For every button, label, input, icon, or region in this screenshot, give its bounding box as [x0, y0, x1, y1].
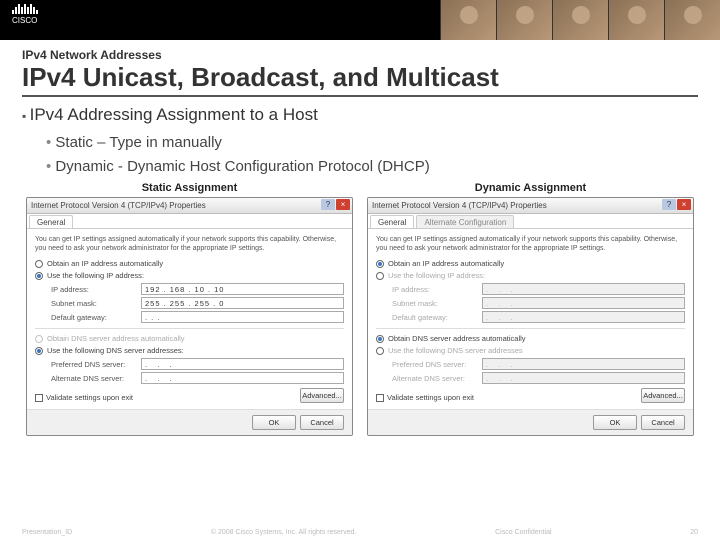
dynamic-column: Dynamic Assignment Internet Protocol Ver…: [367, 182, 694, 436]
adns-label: Alternate DNS server:: [51, 374, 141, 383]
radio-manual-ip[interactable]: [376, 272, 384, 280]
gw-input[interactable]: . . .: [141, 311, 344, 323]
radio-manual-dns-label: Use the following DNS server addresses:: [47, 346, 184, 355]
mask-input[interactable]: 255 . 255 . 255 . 0: [141, 297, 344, 309]
photo-strip: [440, 0, 720, 40]
validate-label: Validate settings upon exit: [387, 393, 474, 402]
footer-page: 20: [690, 529, 698, 536]
dialog-tabs: General Alternate Configuration: [368, 214, 693, 229]
validate-checkbox[interactable]: [376, 394, 384, 402]
dynamic-dialog: Internet Protocol Version 4 (TCP/IPv4) P…: [367, 197, 694, 436]
cancel-button[interactable]: Cancel: [641, 415, 685, 430]
mask-label: Subnet mask:: [392, 299, 482, 308]
pdns-label: Preferred DNS server:: [51, 360, 141, 369]
gw-label: Default gateway:: [392, 313, 482, 322]
advanced-button[interactable]: Advanced...: [641, 388, 685, 403]
slide-subtitle: IPv4 Addressing Assignment to a Host: [22, 105, 698, 125]
tab-general[interactable]: General: [370, 215, 414, 228]
radio-manual-ip[interactable]: [35, 272, 43, 280]
dialog-titlebar: Internet Protocol Version 4 (TCP/IPv4) P…: [368, 198, 693, 214]
cancel-button[interactable]: Cancel: [300, 415, 344, 430]
static-dialog: Internet Protocol Version 4 (TCP/IPv4) P…: [26, 197, 353, 436]
radio-auto-label: Obtain an IP address automatically: [388, 259, 504, 268]
tab-alternate[interactable]: Alternate Configuration: [416, 215, 514, 228]
slide-footer: Presentation_ID © 2008 Cisco Systems, In…: [0, 529, 720, 536]
pdns-input[interactable]: . . .: [141, 358, 344, 370]
radio-auto-ip[interactable]: [376, 260, 384, 268]
validate-checkbox[interactable]: [35, 394, 43, 402]
header-bar: CISCO: [0, 0, 720, 40]
adns-input[interactable]: . . .: [141, 372, 344, 384]
static-column: Static Assignment Internet Protocol Vers…: [26, 182, 353, 436]
close-icon[interactable]: ×: [336, 199, 350, 210]
radio-manual-dns[interactable]: [376, 347, 384, 355]
slide-content: IPv4 Network Addresses IPv4 Unicast, Bro…: [0, 40, 720, 436]
footer-center: © 2008 Cisco Systems, Inc. All rights re…: [211, 529, 357, 536]
adns-input: . . .: [482, 372, 685, 384]
dialog-tabs: General: [27, 214, 352, 229]
gw-input: . . .: [482, 311, 685, 323]
bullet-item: Static – Type in manually: [46, 133, 698, 153]
pretitle: IPv4 Network Addresses: [22, 48, 698, 62]
radio-manual-label: Use the following IP address:: [388, 271, 485, 280]
help-text: You can get IP settings assigned automat…: [376, 235, 685, 253]
radio-auto-dns-label: Obtain DNS server address automatically: [388, 334, 526, 343]
gw-label: Default gateway:: [51, 313, 141, 322]
pdns-label: Preferred DNS server:: [392, 360, 482, 369]
footer-left: Presentation_ID: [22, 529, 72, 536]
static-col-title: Static Assignment: [26, 182, 353, 194]
radio-manual-dns[interactable]: [35, 347, 43, 355]
adns-label: Alternate DNS server:: [392, 374, 482, 383]
ok-button[interactable]: OK: [252, 415, 296, 430]
close-icon[interactable]: ×: [677, 199, 691, 210]
validate-label: Validate settings upon exit: [46, 393, 133, 402]
tab-general[interactable]: General: [29, 215, 73, 228]
slide-title: IPv4 Unicast, Broadcast, and Multicast: [22, 62, 698, 97]
footer-right: Cisco Confidential: [495, 529, 551, 536]
dialog-title: Internet Protocol Version 4 (TCP/IPv4) P…: [31, 201, 206, 210]
help-icon[interactable]: ?: [321, 199, 335, 210]
cisco-logo: CISCO: [12, 4, 38, 25]
ip-label: IP address:: [392, 285, 482, 294]
mask-label: Subnet mask:: [51, 299, 141, 308]
radio-auto-dns[interactable]: [35, 335, 43, 343]
advanced-button[interactable]: Advanced...: [300, 388, 344, 403]
radio-auto-label: Obtain an IP address automatically: [47, 259, 163, 268]
dialog-title: Internet Protocol Version 4 (TCP/IPv4) P…: [372, 201, 547, 210]
mask-input: . . .: [482, 297, 685, 309]
ip-input: . . .: [482, 283, 685, 295]
radio-auto-dns[interactable]: [376, 335, 384, 343]
ok-button[interactable]: OK: [593, 415, 637, 430]
ip-input[interactable]: 192 . 168 . 10 . 10: [141, 283, 344, 295]
logo-text: CISCO: [12, 16, 38, 25]
dialog-titlebar: Internet Protocol Version 4 (TCP/IPv4) P…: [27, 198, 352, 214]
ip-label: IP address:: [51, 285, 141, 294]
help-icon[interactable]: ?: [662, 199, 676, 210]
radio-auto-dns-label: Obtain DNS server address automatically: [47, 334, 185, 343]
dynamic-col-title: Dynamic Assignment: [367, 182, 694, 194]
radio-manual-dns-label: Use the following DNS server addresses: [388, 346, 523, 355]
bullet-item: Dynamic - Dynamic Host Configuration Pro…: [46, 157, 698, 177]
radio-manual-label: Use the following IP address:: [47, 271, 144, 280]
help-text: You can get IP settings assigned automat…: [35, 235, 344, 253]
pdns-input: . . .: [482, 358, 685, 370]
radio-auto-ip[interactable]: [35, 260, 43, 268]
dialogs-row: Static Assignment Internet Protocol Vers…: [22, 182, 698, 436]
